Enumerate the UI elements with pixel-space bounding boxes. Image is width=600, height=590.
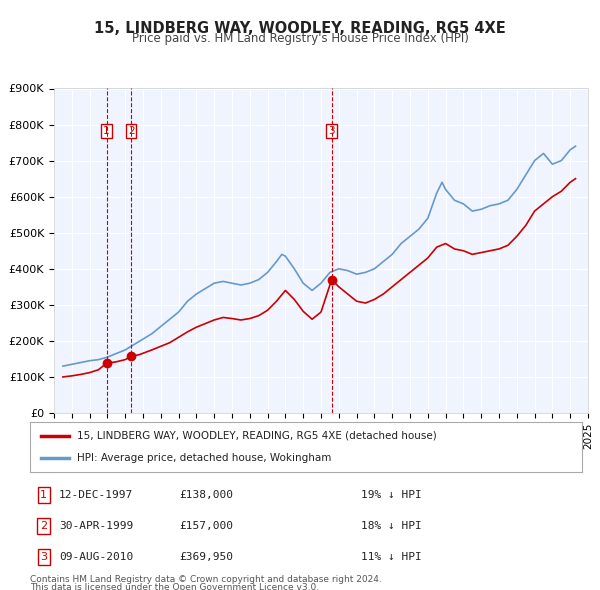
Text: HPI: Average price, detached house, Wokingham: HPI: Average price, detached house, Woki… — [77, 453, 331, 463]
Text: 15, LINDBERG WAY, WOODLEY, READING, RG5 4XE: 15, LINDBERG WAY, WOODLEY, READING, RG5 … — [94, 21, 506, 35]
Text: 19% ↓ HPI: 19% ↓ HPI — [361, 490, 422, 500]
Text: 1: 1 — [40, 490, 47, 500]
Text: 3: 3 — [40, 552, 47, 562]
Text: 09-AUG-2010: 09-AUG-2010 — [59, 552, 133, 562]
Text: 18% ↓ HPI: 18% ↓ HPI — [361, 521, 422, 531]
Text: Contains HM Land Registry data © Crown copyright and database right 2024.: Contains HM Land Registry data © Crown c… — [30, 575, 382, 584]
Text: 12-DEC-1997: 12-DEC-1997 — [59, 490, 133, 500]
Text: 30-APR-1999: 30-APR-1999 — [59, 521, 133, 531]
Text: £138,000: £138,000 — [179, 490, 233, 500]
Text: 3: 3 — [328, 126, 335, 136]
Text: 1: 1 — [103, 126, 110, 136]
Text: Price paid vs. HM Land Registry's House Price Index (HPI): Price paid vs. HM Land Registry's House … — [131, 32, 469, 45]
Text: This data is licensed under the Open Government Licence v3.0.: This data is licensed under the Open Gov… — [30, 583, 319, 590]
Text: 2: 2 — [40, 521, 47, 531]
Text: 15, LINDBERG WAY, WOODLEY, READING, RG5 4XE (detached house): 15, LINDBERG WAY, WOODLEY, READING, RG5 … — [77, 431, 437, 441]
Text: 2: 2 — [128, 126, 134, 136]
Text: 11% ↓ HPI: 11% ↓ HPI — [361, 552, 422, 562]
Text: £369,950: £369,950 — [179, 552, 233, 562]
Text: £157,000: £157,000 — [179, 521, 233, 531]
